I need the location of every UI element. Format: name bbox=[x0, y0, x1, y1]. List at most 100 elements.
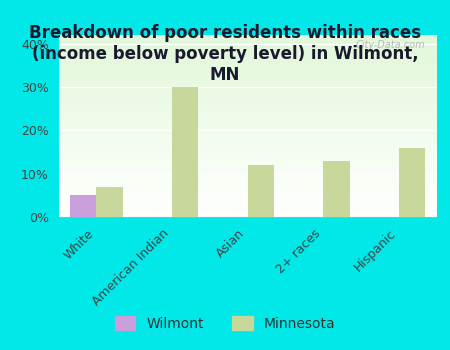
Bar bbox=[58, 53, 436, 55]
Legend: Wilmont, Minnesota: Wilmont, Minnesota bbox=[109, 310, 341, 336]
Bar bbox=[58, 41, 436, 42]
Bar bbox=[58, 181, 436, 182]
Bar bbox=[58, 175, 436, 177]
Bar bbox=[58, 173, 436, 175]
Bar bbox=[70, 195, 96, 217]
Bar bbox=[58, 91, 436, 93]
Text: City-Data.com: City-Data.com bbox=[356, 41, 425, 50]
Bar bbox=[58, 201, 436, 202]
Bar bbox=[58, 102, 436, 104]
Bar bbox=[248, 165, 274, 217]
Bar bbox=[58, 51, 436, 53]
Bar bbox=[58, 124, 436, 126]
Bar bbox=[58, 79, 436, 80]
Bar bbox=[58, 142, 436, 144]
Bar bbox=[58, 115, 436, 117]
Bar bbox=[58, 177, 436, 179]
Bar bbox=[58, 59, 436, 61]
Bar bbox=[58, 108, 436, 110]
Bar bbox=[58, 141, 436, 142]
Bar bbox=[58, 210, 436, 211]
Bar bbox=[58, 75, 436, 77]
Bar bbox=[58, 93, 436, 95]
Bar bbox=[58, 128, 436, 130]
Bar bbox=[58, 146, 436, 148]
Bar bbox=[58, 44, 436, 46]
Bar bbox=[96, 187, 123, 217]
Bar bbox=[58, 208, 436, 210]
Bar bbox=[58, 110, 436, 111]
Bar bbox=[58, 153, 436, 155]
Bar bbox=[58, 191, 436, 193]
Bar bbox=[58, 161, 436, 162]
Bar bbox=[58, 64, 436, 66]
Bar bbox=[58, 90, 436, 91]
Bar bbox=[58, 122, 436, 124]
Bar bbox=[58, 190, 436, 191]
Bar bbox=[399, 148, 425, 217]
Bar bbox=[58, 84, 436, 86]
Bar bbox=[58, 99, 436, 100]
Bar bbox=[58, 135, 436, 137]
Bar bbox=[58, 214, 436, 215]
Bar bbox=[58, 38, 436, 41]
Bar bbox=[58, 132, 436, 133]
Bar bbox=[58, 55, 436, 57]
Bar bbox=[58, 179, 436, 181]
Bar bbox=[58, 113, 436, 115]
Bar bbox=[58, 77, 436, 79]
Bar bbox=[58, 42, 436, 44]
Bar bbox=[58, 57, 436, 59]
Bar bbox=[58, 61, 436, 62]
Bar bbox=[58, 162, 436, 164]
Bar bbox=[58, 50, 436, 51]
Bar bbox=[58, 186, 436, 188]
Bar bbox=[58, 188, 436, 190]
Bar bbox=[58, 133, 436, 135]
Bar bbox=[58, 111, 436, 113]
Bar bbox=[58, 139, 436, 141]
Bar bbox=[58, 148, 436, 150]
Bar bbox=[58, 104, 436, 106]
Bar bbox=[58, 120, 436, 122]
Bar bbox=[58, 157, 436, 159]
Bar bbox=[58, 48, 436, 50]
Bar bbox=[58, 68, 436, 70]
Bar bbox=[58, 62, 436, 64]
Bar bbox=[58, 172, 436, 173]
Bar bbox=[58, 150, 436, 152]
Bar bbox=[58, 66, 436, 68]
Bar bbox=[58, 164, 436, 166]
Bar bbox=[58, 88, 436, 90]
Bar bbox=[58, 206, 436, 208]
Bar bbox=[58, 100, 436, 102]
Bar bbox=[58, 97, 436, 99]
Bar bbox=[58, 182, 436, 184]
Bar bbox=[58, 202, 436, 204]
Bar bbox=[58, 204, 436, 206]
Bar bbox=[58, 211, 436, 214]
Bar bbox=[58, 155, 436, 157]
Bar bbox=[58, 144, 436, 146]
Bar bbox=[58, 70, 436, 71]
Text: Breakdown of poor residents within races
(income below poverty level) in Wilmont: Breakdown of poor residents within races… bbox=[29, 25, 421, 84]
Bar bbox=[58, 126, 436, 128]
Bar bbox=[58, 199, 436, 201]
Bar bbox=[58, 106, 436, 108]
Bar bbox=[58, 95, 436, 97]
Bar bbox=[58, 137, 436, 139]
Bar bbox=[58, 35, 436, 37]
Bar bbox=[58, 197, 436, 199]
Bar bbox=[58, 170, 436, 172]
Bar bbox=[58, 159, 436, 161]
Bar bbox=[58, 71, 436, 73]
Bar bbox=[58, 130, 436, 132]
Bar bbox=[58, 82, 436, 84]
Bar bbox=[58, 119, 436, 120]
Bar bbox=[58, 80, 436, 82]
Bar bbox=[58, 37, 436, 38]
Bar bbox=[323, 161, 350, 217]
Bar bbox=[58, 195, 436, 197]
Bar bbox=[172, 87, 198, 217]
Bar bbox=[58, 193, 436, 195]
